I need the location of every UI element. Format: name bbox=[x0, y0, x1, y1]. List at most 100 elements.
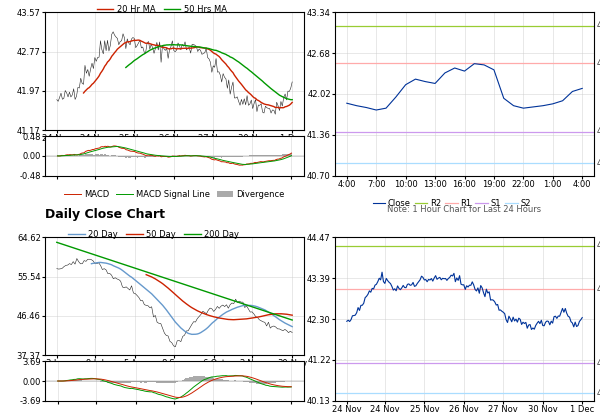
Bar bbox=[287, 381, 289, 382]
Close bbox=[425, 277, 432, 282]
Bar bbox=[263, 381, 265, 384]
Bar bbox=[89, 380, 91, 381]
Bar bbox=[115, 381, 116, 383]
20 Day bbox=[221, 311, 228, 316]
Bar bbox=[88, 154, 89, 156]
Bar bbox=[152, 156, 154, 157]
MACD Signal Line bbox=[113, 144, 120, 149]
Bar bbox=[113, 381, 115, 383]
Bar bbox=[112, 155, 113, 156]
Bar bbox=[220, 156, 221, 157]
Close bbox=[402, 82, 409, 87]
R1 bbox=[344, 287, 352, 292]
Bar bbox=[250, 155, 251, 156]
Bar bbox=[169, 156, 170, 157]
Bar bbox=[234, 380, 236, 381]
Bar bbox=[107, 381, 109, 383]
Bar bbox=[285, 381, 287, 382]
Text: 40.90: 40.90 bbox=[596, 159, 600, 168]
MACD Signal Line bbox=[96, 147, 103, 152]
Bar bbox=[71, 380, 73, 381]
MACD bbox=[177, 394, 184, 399]
MACD bbox=[228, 373, 235, 378]
Bar bbox=[146, 381, 148, 382]
MACD Signal Line bbox=[122, 146, 130, 151]
Bar bbox=[285, 154, 287, 156]
Bar bbox=[221, 156, 222, 158]
Bar bbox=[100, 154, 101, 156]
Bar bbox=[242, 156, 243, 157]
Bar bbox=[211, 377, 212, 381]
R1 bbox=[353, 61, 360, 66]
MACD bbox=[236, 163, 243, 168]
20 Hr MA bbox=[187, 46, 194, 51]
50 Hrs MA bbox=[241, 64, 248, 69]
Bar bbox=[135, 156, 137, 157]
MACD bbox=[122, 147, 130, 152]
Bar bbox=[226, 156, 228, 157]
MACD bbox=[96, 145, 103, 150]
Bar bbox=[145, 156, 146, 158]
Legend: 20 Hr MA, 50 Hrs MA: 20 Hr MA, 50 Hrs MA bbox=[93, 1, 230, 17]
R1 bbox=[343, 287, 350, 292]
MACD bbox=[112, 143, 119, 148]
Bar bbox=[225, 156, 226, 157]
Bar bbox=[253, 155, 254, 156]
Bar bbox=[160, 156, 162, 157]
Bar bbox=[122, 156, 124, 157]
Bar bbox=[124, 381, 125, 383]
Bar bbox=[230, 156, 232, 157]
Bar bbox=[142, 381, 143, 382]
Bar bbox=[267, 381, 269, 383]
Bar bbox=[91, 154, 92, 156]
Bar bbox=[179, 155, 180, 156]
Bar bbox=[111, 381, 113, 383]
Bar bbox=[215, 156, 217, 157]
Bar bbox=[175, 381, 176, 383]
Bar bbox=[113, 155, 114, 156]
MACD Signal Line bbox=[188, 153, 196, 158]
Bar bbox=[73, 380, 75, 381]
20 Day bbox=[269, 312, 276, 317]
MACD bbox=[193, 153, 200, 158]
Bar bbox=[202, 376, 203, 381]
Text: 40.33: 40.33 bbox=[596, 389, 600, 398]
Bar bbox=[182, 380, 184, 381]
Bar bbox=[222, 156, 224, 157]
Bar bbox=[153, 381, 155, 382]
Bar bbox=[228, 156, 229, 157]
Bar bbox=[269, 381, 271, 383]
MACD Signal Line bbox=[118, 382, 125, 387]
Bar bbox=[229, 156, 230, 157]
Bar bbox=[163, 156, 164, 157]
Bar bbox=[280, 381, 281, 382]
200 Day bbox=[221, 295, 228, 300]
Bar bbox=[278, 155, 280, 156]
Bar bbox=[89, 154, 91, 156]
Bar bbox=[86, 154, 88, 156]
Bar bbox=[162, 156, 163, 157]
Bar bbox=[283, 381, 285, 382]
Bar bbox=[223, 380, 225, 381]
Bar bbox=[260, 381, 262, 384]
Bar bbox=[229, 380, 230, 381]
200 Day bbox=[269, 311, 276, 316]
Bar bbox=[209, 156, 211, 157]
Bar bbox=[92, 154, 93, 156]
MACD Signal Line bbox=[242, 162, 249, 167]
Bar bbox=[96, 154, 97, 156]
Bar bbox=[167, 156, 169, 157]
Bar bbox=[281, 381, 283, 382]
Close bbox=[461, 69, 468, 74]
Close bbox=[520, 106, 527, 111]
Bar bbox=[140, 381, 142, 382]
20 Hr MA bbox=[191, 45, 199, 50]
Bar bbox=[212, 156, 214, 158]
20 Day bbox=[181, 328, 188, 333]
Bar bbox=[118, 381, 120, 383]
Bar bbox=[236, 156, 238, 157]
50 Day bbox=[289, 313, 296, 318]
Bar bbox=[98, 381, 100, 382]
Bar bbox=[171, 381, 173, 383]
Close bbox=[483, 287, 490, 292]
